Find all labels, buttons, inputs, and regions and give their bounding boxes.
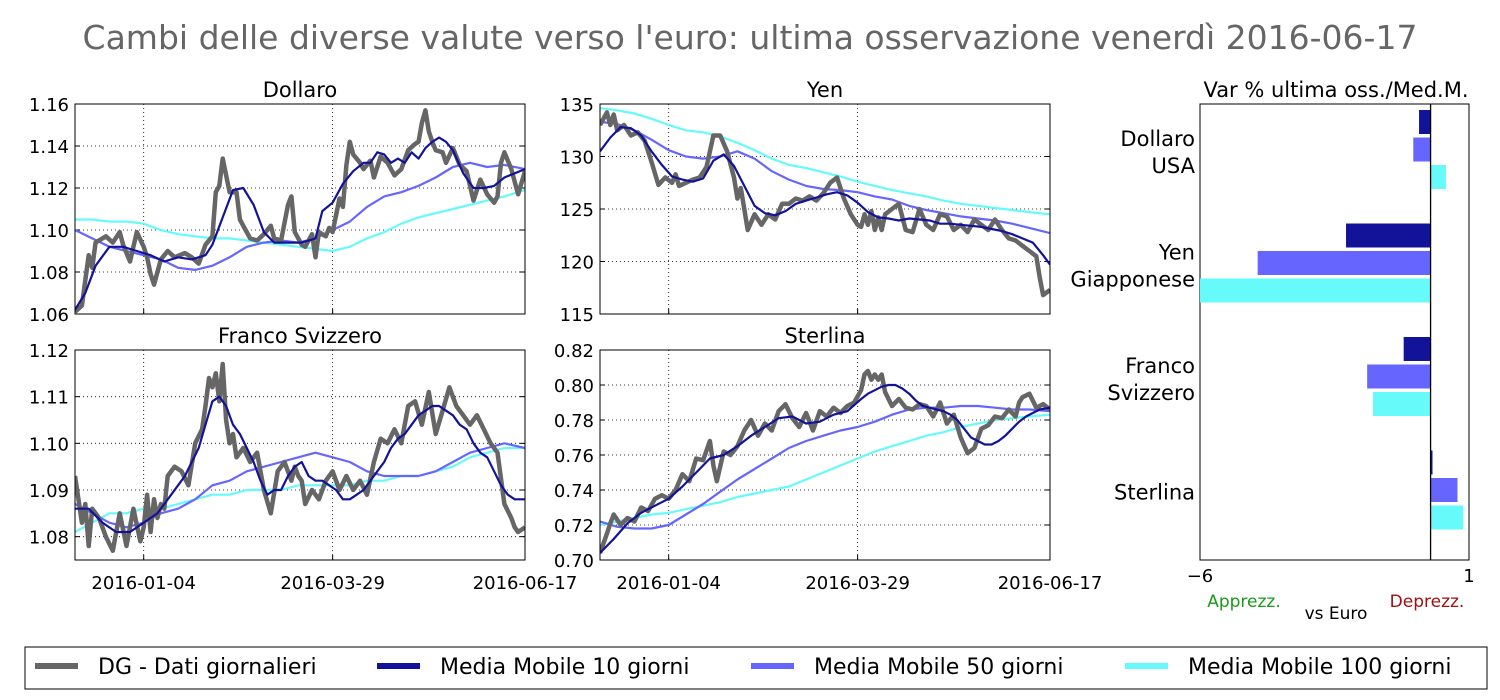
legend-item-ma100: Media Mobile 100 giorni bbox=[1125, 655, 1451, 680]
franco-svizzero-y-tick-label: 1.08 bbox=[29, 528, 69, 549]
sterlina-y-tick-label: 0.82 bbox=[554, 341, 594, 362]
sterlina-x-tick-label: 2016-06-17 bbox=[998, 573, 1103, 594]
bar-franco-ma100 bbox=[1372, 392, 1431, 416]
franco-svizzero-x-tick-label: 2016-03-29 bbox=[280, 573, 385, 594]
franco-svizzero-y-tick-label: 1.12 bbox=[29, 341, 69, 362]
legend-item-ma50: Media Mobile 50 giorni bbox=[751, 655, 1063, 680]
bar-category-label: Dollaro bbox=[1120, 127, 1195, 151]
legend-item-dg: DG - Dati giornalieri bbox=[35, 655, 317, 680]
chart-var-percent-bar: Dollaro USA Yen Giapponese Franco Svizzero Ste… bbox=[1070, 78, 1474, 624]
sterlina-y-tick-label: 0.72 bbox=[554, 516, 594, 537]
sterlina-x-tick-label: 2016-01-04 bbox=[616, 573, 721, 594]
sterlina-y-tick-label: 0.76 bbox=[554, 446, 594, 467]
dollaro-y-tick-label: 1.08 bbox=[29, 263, 69, 284]
bar-category-label: Yen bbox=[1158, 241, 1195, 265]
dollaro-y-tick-label: 1.06 bbox=[29, 305, 69, 326]
legend-frame bbox=[24, 646, 1488, 690]
dollaro-series-ma10 bbox=[75, 136, 525, 311]
legend-label-ma10: Media Mobile 10 giorni bbox=[440, 655, 689, 680]
sterlina-y-tick-label: 0.78 bbox=[554, 411, 594, 432]
legend-label-dg: DG - Dati giornalieri bbox=[98, 655, 317, 680]
figure-title: Cambi delle diverse valute verso l'euro:… bbox=[83, 18, 1418, 57]
yen-y-tick-label: 130 bbox=[560, 148, 594, 169]
dollaro-y-tick-label: 1.16 bbox=[29, 95, 69, 116]
franco-svizzero-y-tick-label: 1.10 bbox=[29, 434, 69, 455]
bar-yen-ma100 bbox=[1200, 278, 1431, 303]
bar-sterlina-ma10 bbox=[1430, 450, 1433, 475]
bar-category-label: Franco bbox=[1125, 354, 1195, 378]
sterlina-series-ma10 bbox=[600, 383, 1050, 554]
sterlina-series-dg bbox=[600, 368, 1050, 554]
bar-plot-frame bbox=[1199, 103, 1470, 561]
bar-dollaro-ma50 bbox=[1413, 137, 1431, 162]
bar-x-tick-label: −6 bbox=[1187, 566, 1214, 587]
franco-svizzero-series-ma10 bbox=[75, 395, 525, 534]
yen-series-ma50 bbox=[600, 120, 1050, 235]
sterlina-series-ma100 bbox=[600, 413, 1050, 527]
bar-category-label: USA bbox=[1152, 154, 1196, 178]
sterlina-y-tick-label: 0.80 bbox=[554, 376, 594, 397]
legend-item-ma10: Media Mobile 10 giorni bbox=[377, 655, 689, 680]
yen-y-tick-label: 120 bbox=[560, 253, 594, 274]
sterlina-title: Sterlina bbox=[785, 324, 866, 348]
legend: DG - Dati giornalieri Media Mobile 10 gi… bbox=[24, 646, 1488, 690]
chart-sterlina: 0.70 0.72 0.74 0.76 0.78 0.80 0.82 2016-01-04 20… bbox=[554, 324, 1102, 594]
franco-svizzero-y-tick-label: 1.09 bbox=[29, 481, 69, 502]
chart-dollaro: 1.06 1.08 1.10 1.12 1.14 1.16 Dollaro bbox=[29, 78, 526, 326]
bar-category-label: Svizzero bbox=[1107, 381, 1195, 405]
legend-label-ma50: Media Mobile 50 giorni bbox=[814, 655, 1063, 680]
bar-sterlina-ma50 bbox=[1430, 478, 1458, 502]
yen-y-tick-label: 115 bbox=[560, 305, 594, 326]
legend-label-ma100: Media Mobile 100 giorni bbox=[1188, 655, 1451, 680]
bar-category-label: Sterlina bbox=[1114, 481, 1195, 505]
chart-franco-svizzero: 1.08 1.09 1.10 1.11 1.12 2016-01-04 2016-03-29… bbox=[29, 324, 577, 594]
bar-sterlina-ma100 bbox=[1430, 505, 1464, 530]
yen-frame bbox=[599, 103, 1051, 315]
franco-svizzero-series-dg bbox=[75, 361, 525, 553]
yen-y-tick-label: 125 bbox=[560, 200, 594, 221]
dollaro-title: Dollaro bbox=[263, 78, 338, 102]
yen-y-tick-label: 135 bbox=[560, 95, 594, 116]
sterlina-y-tick-label: 0.70 bbox=[554, 551, 594, 572]
yen-series-ma10 bbox=[600, 126, 1050, 266]
dollaro-frame bbox=[74, 103, 526, 315]
bar-xlabel: vs Euro bbox=[1305, 604, 1368, 624]
sterlina-series-ma50 bbox=[600, 404, 1050, 530]
sterlina-frame bbox=[599, 349, 1051, 561]
bar-franco-ma50 bbox=[1367, 364, 1431, 389]
franco-svizzero-x-tick-label: 2016-06-17 bbox=[473, 573, 578, 594]
bar-dollaro-ma100 bbox=[1430, 165, 1446, 189]
yen-title: Yen bbox=[806, 78, 843, 102]
bar-annotation-deprezz: Deprezz. bbox=[1390, 592, 1465, 612]
chart-yen: 115 120 125 130 135 Yen bbox=[560, 78, 1051, 326]
bar-title: Var % ultima oss./Med.M. bbox=[1203, 78, 1468, 102]
dollaro-y-tick-label: 1.10 bbox=[29, 221, 69, 242]
bar-dollaro-ma10 bbox=[1419, 110, 1431, 134]
bar-annotation-apprezz: Apprezz. bbox=[1207, 592, 1281, 612]
sterlina-x-tick-label: 2016-03-29 bbox=[805, 573, 910, 594]
franco-svizzero-y-tick-label: 1.11 bbox=[29, 388, 69, 409]
sterlina-y-tick-label: 0.74 bbox=[554, 481, 594, 502]
yen-series-ma100 bbox=[600, 107, 1050, 216]
franco-svizzero-x-tick-label: 2016-01-04 bbox=[91, 573, 196, 594]
bar-x-tick-label: 1 bbox=[1463, 566, 1474, 587]
dollaro-series-dg bbox=[75, 108, 525, 314]
bar-category-label: Giapponese bbox=[1070, 268, 1195, 292]
bar-yen-ma50 bbox=[1257, 251, 1431, 275]
dollaro-y-tick-label: 1.14 bbox=[29, 137, 69, 158]
bar-yen-ma10 bbox=[1346, 223, 1431, 248]
franco-svizzero-frame bbox=[74, 349, 526, 561]
franco-svizzero-title: Franco Svizzero bbox=[218, 324, 382, 348]
bar-franco-ma10 bbox=[1403, 337, 1431, 361]
dollaro-y-tick-label: 1.12 bbox=[29, 179, 69, 200]
dollaro-series-ma100 bbox=[75, 189, 525, 253]
